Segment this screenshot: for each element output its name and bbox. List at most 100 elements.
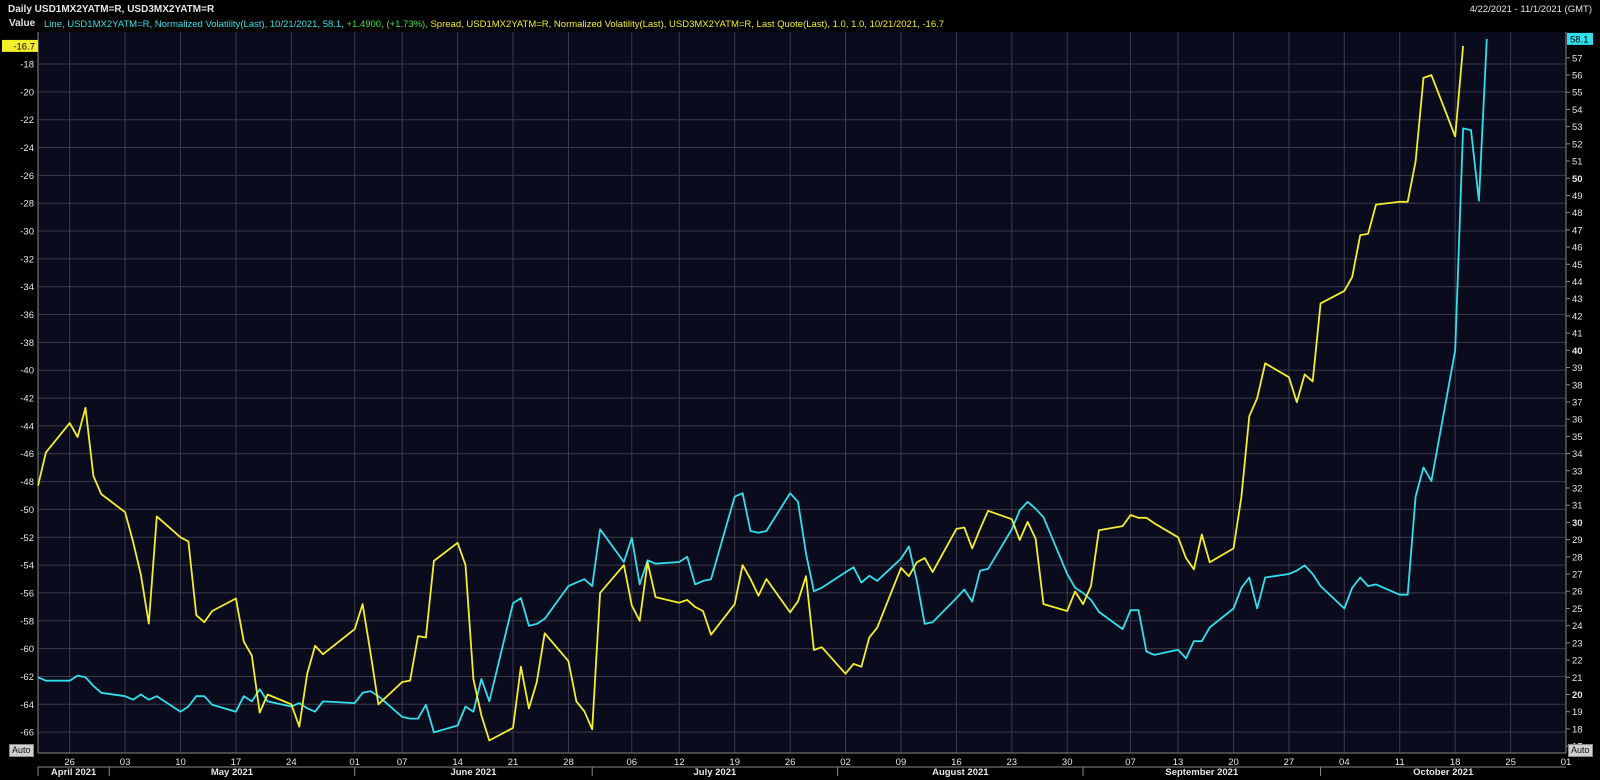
- left-tick-label: -34: [20, 282, 34, 293]
- right-tick-label: 50: [1572, 174, 1583, 185]
- left-tick-label: -38: [20, 338, 34, 349]
- month-label: October 2021: [1413, 767, 1474, 778]
- right-tick-label: 21: [1572, 673, 1583, 684]
- right-tick-label: 49: [1572, 191, 1583, 202]
- right-tick-label: 20: [1572, 690, 1583, 701]
- left-tick-label: -46: [20, 449, 34, 460]
- legend-line-change: +1.4900, (+1.73%),: [346, 19, 428, 30]
- x-tick-label: 10: [175, 757, 186, 768]
- right-tick-label: 47: [1572, 225, 1583, 236]
- month-label: September 2021: [1165, 767, 1239, 778]
- right-tick-label: 36: [1572, 415, 1583, 426]
- x-tick-label: 07: [397, 757, 408, 768]
- right-tick-label: 37: [1572, 397, 1583, 408]
- x-tick-label: 01: [1561, 757, 1572, 768]
- right-tick-label: 26: [1572, 587, 1583, 598]
- x-tick-label: 30: [1062, 757, 1073, 768]
- left-tick-label: -42: [20, 394, 34, 405]
- left-tick-label: -36: [20, 310, 34, 321]
- right-tick-label: 31: [1572, 501, 1583, 512]
- x-tick-label: 28: [563, 757, 574, 768]
- x-tick-label: 23: [1007, 757, 1018, 768]
- legend-line-text: Line, USD1MX2YATM=R, Normalized Volatili…: [44, 19, 347, 30]
- right-tick-label: 48: [1572, 208, 1583, 219]
- month-label: August 2021: [932, 767, 989, 778]
- right-tick-label: 30: [1572, 518, 1583, 529]
- right-tick-label: 45: [1572, 260, 1583, 271]
- legend-spread-text: Spread, USD1MX2YATM=R, Normalized Volati…: [427, 19, 945, 30]
- x-tick-label: 04: [1339, 757, 1350, 768]
- x-tick-label: 14: [452, 757, 463, 768]
- x-tick-label: 24: [286, 757, 297, 768]
- legend: Line, USD1MX2YATM=R, Normalized Volatili…: [44, 19, 944, 30]
- date-range: 4/22/2021 - 11/1/2021 (GMT): [1469, 4, 1592, 15]
- right-tick-label: 25: [1572, 604, 1583, 615]
- x-tick-label: 12: [674, 757, 685, 768]
- chart-title: Daily USD1MX2YATM=R, USD3MX2YATM=R: [8, 4, 215, 15]
- right-tick-label: 27: [1572, 570, 1583, 581]
- x-tick-label: 16: [951, 757, 962, 768]
- left-tick-label: -62: [20, 672, 34, 683]
- right-last-value-box: [1567, 32, 1593, 45]
- right-tick-label: 23: [1572, 638, 1583, 649]
- right-tick-label: 42: [1572, 311, 1583, 322]
- right-tick-label: 53: [1572, 122, 1583, 133]
- x-tick-label: 06: [626, 757, 637, 768]
- right-tick-label: 19: [1572, 707, 1583, 718]
- x-tick-label: 26: [64, 757, 75, 768]
- left-tick-label: -48: [20, 477, 34, 488]
- left-tick-label: -26: [20, 171, 34, 182]
- right-tick-label: 52: [1572, 139, 1583, 150]
- month-label: April 2021: [51, 767, 97, 778]
- x-tick-label: 20: [1228, 757, 1239, 768]
- left-tick-label: -66: [20, 728, 34, 739]
- x-tick-label: 01: [349, 757, 360, 768]
- right-tick-label: 18: [1572, 724, 1583, 735]
- left-tick-label: -22: [20, 115, 34, 126]
- right-tick-label: 46: [1572, 243, 1583, 254]
- x-tick-label: 25: [1505, 757, 1516, 768]
- left-tick-label: -20: [20, 87, 34, 98]
- left-tick-label: -44: [20, 421, 34, 432]
- x-tick-label: 21: [508, 757, 519, 768]
- series-line-spread: [37, 45, 1464, 742]
- right-tick-label: 51: [1572, 157, 1583, 168]
- x-tick-label: 27: [1284, 757, 1295, 768]
- right-tick-label: 28: [1572, 552, 1583, 563]
- right-tick-label: 40: [1572, 346, 1583, 357]
- auto-scale-left-button[interactable]: Auto: [9, 744, 34, 757]
- left-tick-label: -64: [20, 700, 34, 711]
- left-tick-label: -54: [20, 561, 34, 572]
- left-tick-label: -24: [20, 143, 34, 154]
- month-label: July 2021: [694, 767, 737, 778]
- left-tick-label: -56: [20, 588, 34, 599]
- left-tick-label: -32: [20, 254, 34, 265]
- x-tick-label: 26: [785, 757, 796, 768]
- month-label: May 2021: [211, 767, 254, 778]
- x-tick-label: 07: [1125, 757, 1136, 768]
- right-tick-label: 41: [1572, 329, 1583, 340]
- left-last-value-label: -16.7: [13, 41, 35, 52]
- right-tick-label: 32: [1572, 484, 1583, 495]
- x-tick-label: 13: [1173, 757, 1184, 768]
- right-tick-label: 34: [1572, 449, 1583, 460]
- right-tick-label: 22: [1572, 656, 1583, 667]
- right-tick-label: 54: [1572, 105, 1583, 116]
- left-tick-label: -28: [20, 199, 34, 210]
- right-tick-label: 33: [1572, 466, 1583, 477]
- x-tick-label: 19: [729, 757, 740, 768]
- right-tick-label: 35: [1572, 432, 1583, 443]
- right-tick-label: 24: [1572, 621, 1583, 632]
- x-tick-label: 18: [1450, 757, 1461, 768]
- right-tick-label: 44: [1572, 277, 1583, 288]
- right-tick-label: 57: [1572, 53, 1583, 64]
- right-tick-label: 56: [1572, 71, 1583, 82]
- left-tick-label: -40: [20, 366, 34, 377]
- x-tick-label: 03: [120, 757, 131, 768]
- left-tick-label: -18: [20, 60, 34, 71]
- right-last-value-label: 58.1: [1570, 34, 1589, 45]
- auto-scale-right-button[interactable]: Auto: [1568, 744, 1593, 757]
- left-tick-label: -58: [20, 616, 34, 627]
- month-label: June 2021: [450, 767, 497, 778]
- left-tick-label: -50: [20, 505, 34, 516]
